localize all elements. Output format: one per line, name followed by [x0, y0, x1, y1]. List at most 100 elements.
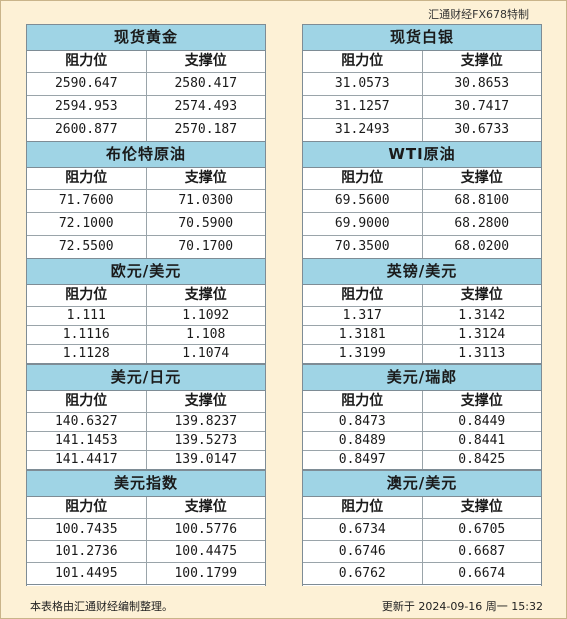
table-row: 31.0573 30.8653: [303, 73, 541, 96]
header-row: 阻力位 支撑位: [27, 497, 265, 519]
support-value: 2574.493: [174, 99, 238, 114]
header-row: 阻力位 支撑位: [27, 51, 265, 73]
resistance-value: 71.7600: [27, 190, 147, 212]
support-value: 0.8441: [458, 433, 506, 448]
header-row: 阻力位 支撑位: [303, 168, 541, 190]
resistance-value: 31.2493: [303, 119, 423, 141]
left-block-0: 现货黄金 阻力位 支撑位 2590.647 2580.417 2594.953 2574.4…: [26, 24, 266, 142]
support-value: 139.5273: [174, 433, 238, 448]
table-row: 1.3199 1.3113: [303, 345, 541, 364]
resistance-value: 72.5500: [27, 236, 147, 258]
block-title: 现货黄金: [27, 24, 265, 51]
table-row: 71.7600 71.0300: [27, 190, 265, 213]
right-block-3: 美元/瑞郎 阻力位 支撑位 0.8473 0.8449 0.8489 0.8441 0.849…: [302, 364, 542, 470]
support-value: 1.3142: [458, 308, 506, 323]
header-row: 阻力位 支撑位: [303, 285, 541, 307]
left-column: 现货黄金 阻力位 支撑位 2590.647 2580.417 2594.953 2574.4…: [26, 24, 266, 586]
resistance-header: 阻力位: [27, 391, 147, 412]
block-title: 澳元/美元: [303, 470, 541, 497]
right-column: 现货白银 阻力位 支撑位 31.0573 30.8653 31.1257 30.7417 31…: [302, 24, 542, 586]
block-title: 美元/瑞郎: [303, 364, 541, 391]
table-row: 100.7435 100.5776: [27, 519, 265, 541]
support-value: 30.6733: [454, 122, 510, 137]
block-title: 现货白银: [303, 24, 541, 51]
support-header: 支撑位: [184, 287, 227, 303]
support-value: 71.0300: [178, 193, 234, 208]
table-row: 0.6734 0.6705: [303, 519, 541, 541]
right-block-2: 英镑/美元 阻力位 支撑位 1.317 1.3142 1.3181 1.3124 1.3199…: [302, 258, 542, 364]
support-value: 0.8449: [458, 414, 506, 429]
resistance-value: 2590.647: [27, 73, 147, 95]
support-header: 支撑位: [184, 393, 227, 409]
table-row: 101.4495 100.1799: [27, 563, 265, 585]
resistance-value: 1.3181: [303, 326, 423, 344]
support-header: 支撑位: [184, 499, 227, 515]
support-value: 30.8653: [454, 76, 510, 91]
table-row: 101.2736 100.4475: [27, 541, 265, 563]
resistance-value: 101.4495: [27, 563, 147, 584]
resistance-header: 阻力位: [27, 285, 147, 306]
right-block-1: WTI原油 阻力位 支撑位 69.5600 68.8100 69.9000 68.2800 7…: [302, 141, 542, 259]
support-value: 1.3113: [458, 346, 506, 361]
header-row: 阻力位 支撑位: [303, 391, 541, 413]
support-value: 70.1700: [178, 239, 234, 254]
table-row: 2600.877 2570.187: [27, 119, 265, 142]
footer-note: 本表格由汇通财经编制整理。: [30, 600, 173, 613]
support-value: 1.108: [186, 327, 226, 342]
header-row: 阻力位 支撑位: [27, 391, 265, 413]
resistance-value: 1.317: [303, 307, 423, 325]
support-header: 支撑位: [184, 53, 227, 69]
support-header: 支撑位: [460, 53, 503, 69]
support-value: 139.0147: [174, 452, 238, 467]
support-value: 68.2800: [454, 216, 510, 231]
left-block-3: 美元/日元 阻力位 支撑位 140.6327 139.8237 141.1453 139.5…: [26, 364, 266, 470]
header-row: 阻力位 支撑位: [27, 285, 265, 307]
resistance-header: 阻力位: [303, 497, 423, 518]
header-row: 阻力位 支撑位: [27, 168, 265, 190]
resistance-value: 1.1128: [27, 345, 147, 363]
support-value: 1.3124: [458, 327, 506, 342]
table-row: 0.8489 0.8441: [303, 432, 541, 451]
support-value: 100.1799: [174, 566, 238, 581]
resistance-header: 阻力位: [27, 51, 147, 72]
resistance-header: 阻力位: [303, 168, 423, 189]
block-title: 布伦特原油: [27, 141, 265, 168]
resistance-value: 31.1257: [303, 96, 423, 118]
resistance-value: 31.0573: [303, 73, 423, 95]
resistance-value: 141.1453: [27, 432, 147, 450]
resistance-value: 1.3199: [303, 345, 423, 363]
support-value: 100.5776: [174, 522, 238, 537]
resistance-header: 阻力位: [303, 51, 423, 72]
left-block-4: 美元指数 阻力位 支撑位 100.7435 100.5776 101.2736 100.44…: [26, 470, 266, 586]
support-header: 支撑位: [460, 170, 503, 186]
header-row: 阻力位 支撑位: [303, 497, 541, 519]
resistance-value: 0.8473: [303, 413, 423, 431]
table-row: 70.3500 68.0200: [303, 236, 541, 259]
table-row: 31.2493 30.6733: [303, 119, 541, 142]
block-title: 英镑/美元: [303, 258, 541, 285]
support-value: 0.6687: [458, 544, 506, 559]
resistance-value: 0.6746: [303, 541, 423, 562]
table-row: 69.5600 68.8100: [303, 190, 541, 213]
block-title: WTI原油: [303, 141, 541, 168]
resistance-value: 0.8489: [303, 432, 423, 450]
right-block-0: 现货白银 阻力位 支撑位 31.0573 30.8653 31.1257 30.7417 31…: [302, 24, 542, 142]
resistance-value: 101.2736: [27, 541, 147, 562]
block-title: 美元指数: [27, 470, 265, 497]
resistance-header: 阻力位: [303, 285, 423, 306]
table-row: 1.317 1.3142: [303, 307, 541, 326]
resistance-value: 2594.953: [27, 96, 147, 118]
resistance-value: 140.6327: [27, 413, 147, 431]
support-value: 68.0200: [454, 239, 510, 254]
left-block-1: 布伦特原油 阻力位 支撑位 71.7600 71.0300 72.1000 70.5900 7…: [26, 141, 266, 259]
support-value: 30.7417: [454, 99, 510, 114]
resistance-value: 0.8497: [303, 451, 423, 469]
left-block-2: 欧元/美元 阻力位 支撑位 1.111 1.1092 1.1116 1.108 1.1128 1…: [26, 258, 266, 364]
support-value: 68.8100: [454, 193, 510, 208]
brand-label: 汇通财经FX678特制: [428, 8, 529, 21]
resistance-value: 69.5600: [303, 190, 423, 212]
block-title: 美元/日元: [27, 364, 265, 391]
table-row: 0.8473 0.8449: [303, 413, 541, 432]
table-row: 72.1000 70.5900: [27, 213, 265, 236]
resistance-value: 141.4417: [27, 451, 147, 469]
